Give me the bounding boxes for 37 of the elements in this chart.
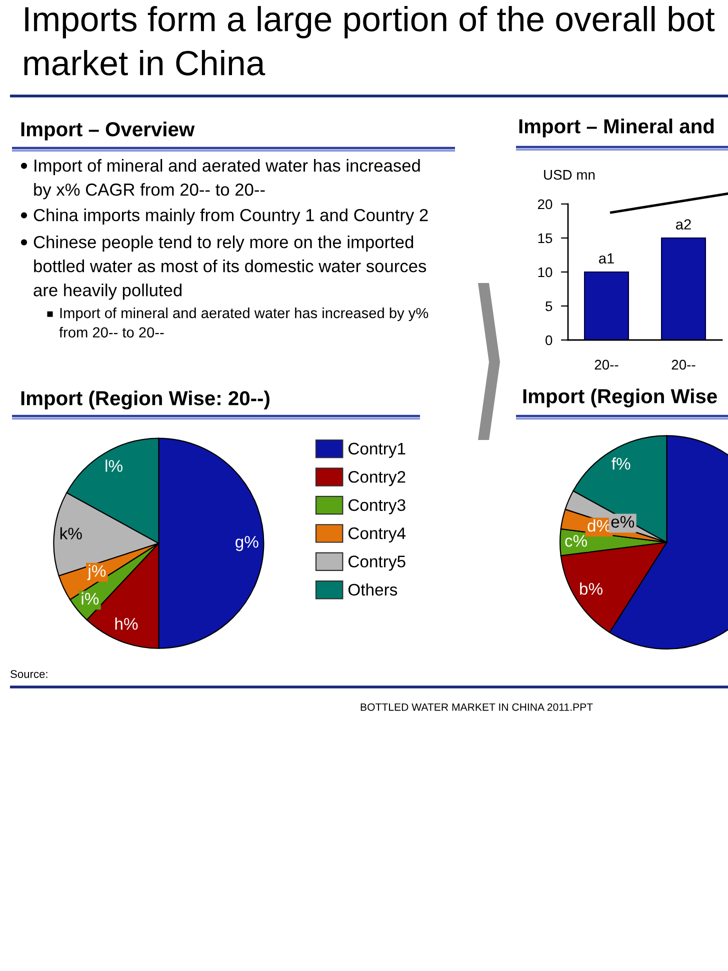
y-tick-label: 20	[538, 199, 552, 210]
y-axis-title: USD mn	[544, 170, 595, 180]
data-label: h%	[115, 618, 138, 630]
source-note: Source:	[10, 670, 48, 678]
legend-label: Contry3	[348, 499, 406, 514]
legend-label: Contry5	[348, 556, 406, 571]
data-label: c%	[565, 535, 588, 547]
data-label: k%	[60, 527, 82, 540]
y-tick-label: 5	[546, 301, 552, 312]
text: China imports mainly from Country 1 and Country 2	[34, 208, 428, 225]
data-label: f%	[612, 457, 630, 470]
legend-label: Contry2	[348, 470, 406, 486]
text: Chinese people tend to rely more on the imported bottled water as most of its domestic water sources are heavily polluted	[34, 236, 426, 300]
legend-label: Contry1	[348, 442, 406, 458]
y-tick-label: 0	[546, 335, 552, 346]
data-label: a1	[599, 253, 614, 264]
text: Import of mineral and aerated water has increased by y% from 20-- to 20--	[59, 308, 428, 338]
data-label: i%	[82, 592, 99, 605]
x-tick-label: 20--	[672, 360, 696, 370]
data-label: e%	[611, 516, 634, 528]
text: BOTTLED WATER MARKET IN CHINA 2011.PPT	[360, 703, 593, 711]
data-label: l%	[106, 460, 122, 472]
chart-title: Import (Region Wise: 20--)	[21, 390, 270, 410]
y-tick-label: 15	[538, 233, 552, 244]
x-tick-label: 20--	[594, 360, 618, 370]
legend-label: Contry4	[348, 527, 406, 542]
data-label: g%	[236, 536, 258, 552]
legend-label: Others	[348, 583, 398, 596]
text: Import – Overview	[21, 122, 195, 140]
data-label: b%	[580, 582, 602, 595]
y-tick-label: 10	[538, 267, 552, 278]
text: Import of mineral and aerated water has increased by x% CAGR from 20-- to 20--	[34, 159, 420, 200]
data-label: a2	[676, 219, 691, 230]
text: Imports form a large portion of the overall bot market in China	[24, 6, 715, 76]
data-label: j%	[87, 564, 106, 580]
chart-title: Import (Region Wise	[523, 388, 717, 408]
chart-title: Import – Mineral and	[519, 118, 714, 138]
